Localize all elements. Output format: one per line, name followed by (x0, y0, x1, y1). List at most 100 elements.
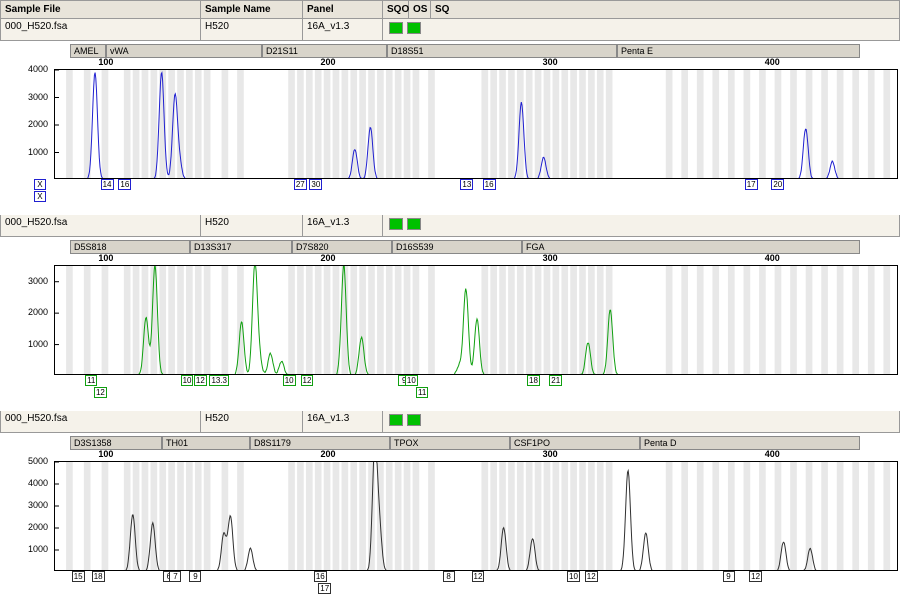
allele-call[interactable]: 17 (318, 583, 331, 594)
allele-bin (579, 462, 586, 571)
loci-header-row: D5S818D13S317D7S820D16S539FGA (0, 237, 900, 253)
y-tick-label: 2000 (28, 119, 48, 129)
allele-bin (712, 70, 719, 179)
x-axis-ticks: 100200300400 (0, 449, 900, 461)
allele-bin (142, 70, 149, 179)
allele-bin (517, 462, 524, 571)
allele-bin (333, 462, 340, 571)
allele-call[interactable]: 15 (72, 571, 85, 582)
allele-bin (315, 462, 322, 571)
allele-bin (350, 266, 357, 375)
x-tick-label: 300 (543, 449, 558, 459)
allele-bin (386, 462, 393, 571)
allele-bin (102, 266, 109, 375)
y-tick-label: 1000 (28, 544, 48, 554)
allele-bin (288, 266, 295, 375)
allele-call[interactable]: 11 (416, 387, 428, 398)
allele-call[interactable]: 13 (460, 179, 473, 190)
allele-bin (490, 70, 497, 179)
allele-call[interactable]: 10 (283, 375, 296, 386)
allele-call[interactable]: 17 (745, 179, 758, 190)
allele-call[interactable]: 27 (294, 179, 307, 190)
quality-indicators (383, 19, 453, 40)
allele-call[interactable]: 12 (194, 375, 207, 386)
allele-call[interactable]: 12 (94, 387, 107, 398)
allele-bin (570, 266, 577, 375)
allele-bin (315, 266, 322, 375)
locus-label: D3S1358 (70, 436, 162, 450)
allele-bin (133, 70, 140, 179)
x-tick-label: 300 (543, 253, 558, 263)
allele-bin (395, 70, 402, 179)
allele-call[interactable]: 21 (549, 375, 562, 386)
locus-label: D8S1179 (250, 436, 390, 450)
sample-name-value: H520 (201, 215, 303, 236)
allele-bin (597, 462, 604, 571)
allele-call[interactable]: 12 (472, 571, 485, 582)
allele-bin (404, 462, 411, 571)
locus-label: D7S820 (292, 240, 392, 254)
allele-call[interactable]: 12 (301, 375, 314, 386)
allele-bin (490, 266, 497, 375)
allele-call[interactable]: 10 (567, 571, 580, 582)
allele-bin (159, 266, 166, 375)
allele-call[interactable]: 9 (723, 571, 735, 582)
locus-label: FGA (522, 240, 860, 254)
allele-call[interactable]: 16 (314, 571, 327, 582)
column-header-row: Sample File Sample Name Panel SQO OS SQ (0, 0, 900, 19)
allele-call[interactable]: 9 (189, 571, 201, 582)
allele-call[interactable]: X (34, 191, 46, 202)
allele-bin (535, 70, 542, 179)
allele-bin (775, 462, 782, 571)
allele-call[interactable]: 16 (118, 179, 131, 190)
x-tick-label: 200 (321, 253, 336, 263)
allele-bin (481, 70, 488, 179)
sample-file-value: 000_H520.fsa (1, 19, 201, 40)
allele-call[interactable]: X (34, 179, 46, 190)
allele-call[interactable]: 12 (749, 571, 762, 582)
x-tick-label: 100 (98, 449, 113, 459)
electropherogram-panel: 000_H520.fsaH52016A_v1.3D3S1358TH01D8S11… (0, 411, 900, 597)
allele-bin (324, 462, 331, 571)
y-tick-label: 3000 (28, 92, 48, 102)
allele-bin (697, 70, 704, 179)
loci-header-row: AMELvWAD21S11D18S51Penta E (0, 41, 900, 57)
allele-bin (333, 70, 340, 179)
allele-call[interactable]: 10 (181, 375, 194, 386)
allele-call[interactable]: 30 (309, 179, 322, 190)
allele-call[interactable]: 13.3 (209, 375, 229, 386)
allele-bin (84, 70, 91, 179)
allele-bin (868, 462, 875, 571)
electropherogram-panel: 000_H520.fsaH52016A_v1.3D5S818D13S317D7S… (0, 215, 900, 401)
allele-call[interactable]: 14 (101, 179, 114, 190)
allele-call[interactable]: 20 (771, 179, 784, 190)
allele-call[interactable]: 16 (483, 179, 496, 190)
allele-call[interactable]: 10 (405, 375, 418, 386)
allele-call[interactable]: 18 (527, 375, 540, 386)
allele-bin (404, 266, 411, 375)
allele-bin (124, 70, 131, 179)
allele-bin (195, 70, 202, 179)
allele-bin (837, 70, 844, 179)
quality-green-icon (389, 22, 403, 34)
allele-bin (821, 70, 828, 179)
allele-bin (588, 462, 595, 571)
allele-call[interactable]: 11 (85, 375, 97, 386)
locus-label: Penta E (617, 44, 860, 58)
allele-call[interactable]: 18 (92, 571, 105, 582)
allele-bin (728, 266, 735, 375)
allele-call[interactable]: 8 (443, 571, 455, 582)
allele-call[interactable]: 12 (585, 571, 598, 582)
y-tick-label: 1000 (28, 147, 48, 157)
sample-info-row: 000_H520.fsaH52016A_v1.3 (0, 19, 900, 41)
allele-bin (544, 462, 551, 571)
allele-bin (413, 462, 420, 571)
allele-bin (124, 462, 131, 571)
locus-label: TH01 (162, 436, 250, 450)
allele-call[interactable]: 7 (169, 571, 181, 582)
allele-bin (288, 462, 295, 571)
allele-bin (759, 266, 766, 375)
allele-bin (350, 70, 357, 179)
allele-bin (84, 462, 91, 571)
allele-bin (186, 266, 193, 375)
